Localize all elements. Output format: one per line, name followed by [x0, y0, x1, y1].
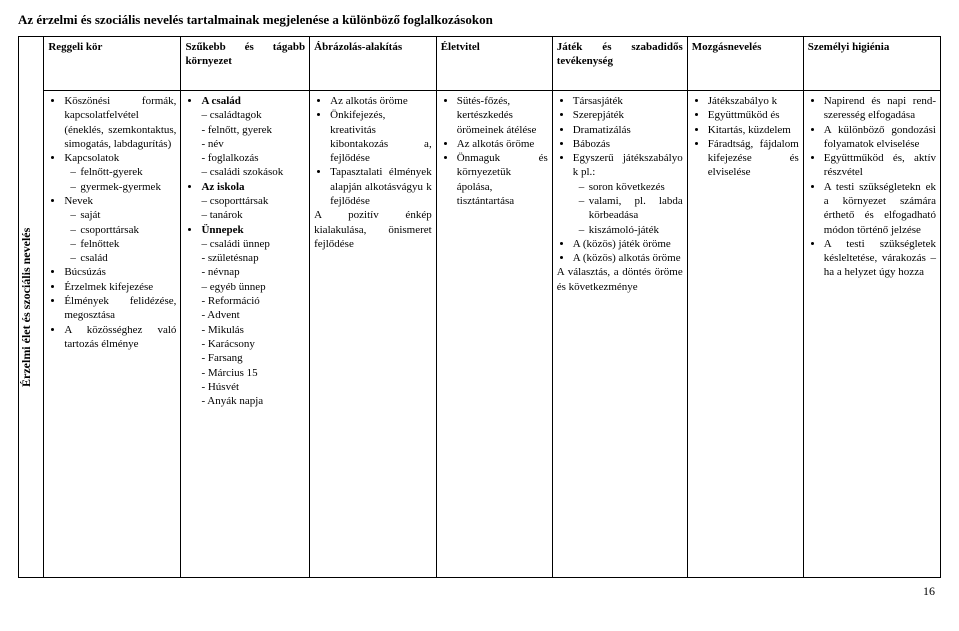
list-item: Szerepjáték [573, 108, 683, 122]
sub-item: – csoporttársak [201, 194, 305, 208]
cell-mozgas: Játékszabályo k Együttműköd és Kitartás,… [687, 90, 803, 577]
list-item: Köszönési formák, kapcsolatfelvétel (éne… [64, 94, 176, 151]
list-item: Tapasztalati élmények alapján alkotásvág… [330, 165, 432, 208]
list-item: A testi szükségletekn ek a környezet szá… [824, 180, 936, 237]
list-item: Az alkotás öröme [330, 94, 432, 108]
sub-item: - születésnap [201, 251, 305, 265]
col-header: Ábrázolás-alakítás [310, 37, 437, 91]
sub-item: valami, pl. labda körbeadása [581, 194, 683, 223]
list-item: Érzelmek kifejezése [64, 280, 176, 294]
list-item: Ünnepek – családi ünnep - születésnap - … [201, 223, 305, 409]
sub-item: - Húsvét [201, 380, 305, 394]
list-item: Fáradtság, fájdalom kifejezése és elvise… [708, 137, 799, 180]
cell-reggeli-kor: Köszönési formák, kapcsolatfelvétel (éne… [44, 90, 181, 577]
list-item: Egyszerű játékszabályo k pl.: soron köve… [573, 151, 683, 237]
list-item: Az alkotás öröme [457, 137, 548, 151]
cell-eletvitel: Sütés-főzés, kertészkedés örömeinek átél… [436, 90, 552, 577]
sub-item: - Anyák napja [201, 394, 305, 408]
list-item: A (közös) játék öröme [573, 237, 683, 251]
sub-item: - Farsang [201, 351, 305, 365]
text-block: A választás, a döntés öröme és következm… [557, 265, 683, 294]
sub-item: család [72, 251, 176, 265]
sub-item: saját [72, 208, 176, 222]
col-header: Életvitel [436, 37, 552, 91]
cell-jatek: Társasjáték Szerepjáték Dramatizálás Báb… [552, 90, 687, 577]
sub-item: felnőtt-gyerek [72, 165, 176, 179]
sub-item: - névnap [201, 265, 305, 279]
row-label-cell: Érzelmi élet és szociális nevelés [19, 37, 44, 578]
cell-kornyezet: A család – családtagok - felnőtt, gyerek… [181, 90, 310, 577]
list-item: Napirend és napi rend-szeresség elfogadá… [824, 94, 936, 123]
list-item: Sütés-főzés, kertészkedés örömeinek átél… [457, 94, 548, 137]
list-item: A különböző gondozási folyamatok elvisel… [824, 123, 936, 152]
list-item: Élmények felidézése, megosztása [64, 294, 176, 323]
sub-item: – egyéb ünnep [201, 280, 305, 294]
sub-item: - Karácsony [201, 337, 305, 351]
col-header: Játék és szabadidős tevékenység [552, 37, 687, 91]
list-item: Társasjáték [573, 94, 683, 108]
sub-item: soron következés [581, 180, 683, 194]
cell-abrazolas: Az alkotás öröme Önkifejezés, kreativitá… [310, 90, 437, 577]
sub-item: - Március 15 [201, 366, 305, 380]
sub-item: - Reformáció [201, 294, 305, 308]
sub-item: gyermek-gyermek [72, 180, 176, 194]
sub-item: kiszámoló-játék [581, 223, 683, 237]
list-item: Játékszabályo k [708, 94, 799, 108]
list-item: A testi szükségletek késleltetése, várak… [824, 237, 936, 280]
sub-item: – családi ünnep [201, 237, 305, 251]
row-label: Érzelmi élet és szociális nevelés [19, 37, 35, 577]
list-item: Önkifejezés, kreativitás kibontakozás a,… [330, 108, 432, 165]
sub-item: – családi szokások [201, 165, 305, 179]
list-item: Bábozás [573, 137, 683, 151]
list-item: A (közös) alkotás öröme [573, 251, 683, 265]
list-item: Dramatizálás [573, 123, 683, 137]
list-item: Nevek saját csoporttársak felnőttek csal… [64, 194, 176, 265]
sub-item: – családtagok [201, 108, 305, 122]
col-header: Mozgásnevelés [687, 37, 803, 91]
content-table: Érzelmi élet és szociális nevelés Reggel… [18, 36, 941, 578]
list-item: Búcsúzás [64, 265, 176, 279]
text-block: A pozitív énkép kialakulása, önismeret f… [314, 208, 432, 251]
col-header: Reggeli kör [44, 37, 181, 91]
sub-item: – tanárok [201, 208, 305, 222]
list-item: Kitartás, küzdelem [708, 123, 799, 137]
sub-item: - felnőtt, gyerek [201, 123, 305, 137]
page-number: 16 [18, 584, 941, 599]
page-title: Az érzelmi és szociális nevelés tartalma… [18, 12, 941, 28]
col-header: Szűkebb és tágabb környezet [181, 37, 310, 91]
list-item: A közösséghez való tartozás élménye [64, 323, 176, 352]
list-item: Önmaguk és környezetük ápolása, tisztánt… [457, 151, 548, 208]
list-item: A család – családtagok - felnőtt, gyerek… [201, 94, 305, 180]
sub-item: - Mikulás [201, 323, 305, 337]
col-header: Személyi higiénia [803, 37, 940, 91]
list-item: Együttműköd és, aktív részvétel [824, 151, 936, 180]
sub-item: - név [201, 137, 305, 151]
list-item: Együttműköd és [708, 108, 799, 122]
sub-item: csoporttársak [72, 223, 176, 237]
cell-higienia: Napirend és napi rend-szeresség elfogadá… [803, 90, 940, 577]
sub-item: - foglalkozás [201, 151, 305, 165]
list-item: Az iskola – csoporttársak – tanárok [201, 180, 305, 223]
sub-item: - Advent [201, 308, 305, 322]
list-item: Kapcsolatok felnőtt-gyerek gyermek-gyerm… [64, 151, 176, 194]
sub-item: felnőttek [72, 237, 176, 251]
